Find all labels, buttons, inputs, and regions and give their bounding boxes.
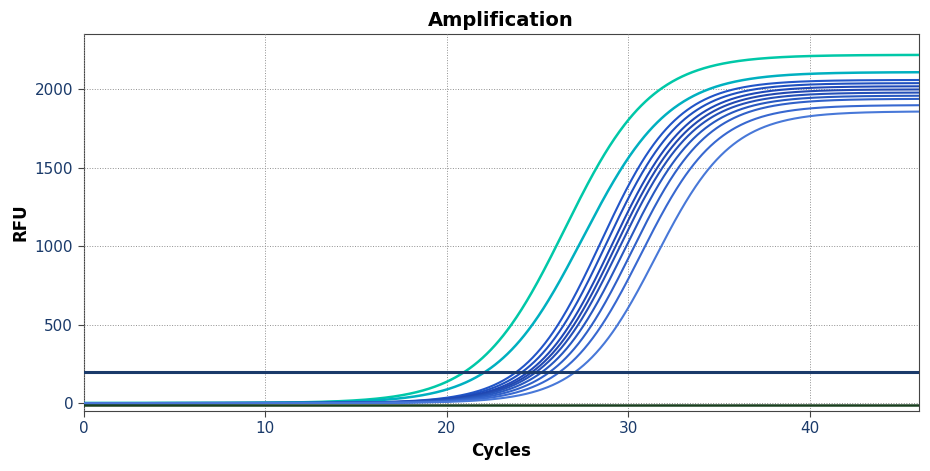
Y-axis label: RFU: RFU bbox=[11, 204, 29, 242]
X-axis label: Cycles: Cycles bbox=[472, 442, 531, 460]
Title: Amplification: Amplification bbox=[429, 11, 574, 30]
